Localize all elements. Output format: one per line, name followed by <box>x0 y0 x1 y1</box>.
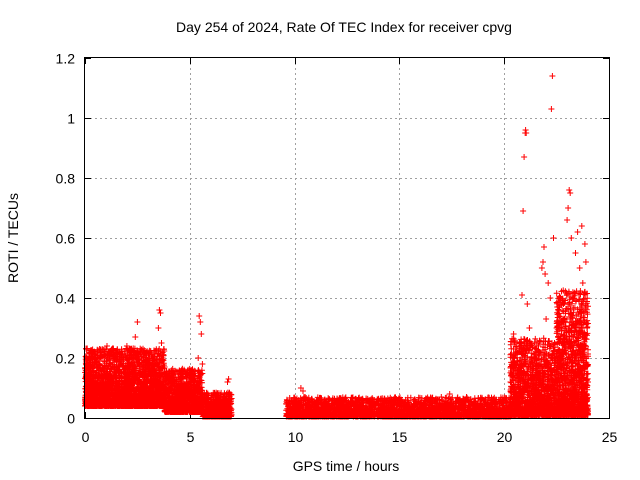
x-tick-label: 0 <box>82 429 90 445</box>
x-tick-label: 10 <box>288 429 304 445</box>
y-tick-label: 0.2 <box>56 351 76 367</box>
y-tick-label: 0.4 <box>56 291 76 307</box>
y-ticks: 0 0.2 0.4 0.6 0.8 1 1.2 <box>56 51 609 427</box>
y-tick-label: 1 <box>67 111 75 127</box>
x-tick-label: 15 <box>392 429 408 445</box>
x-tick-label: 25 <box>602 429 618 445</box>
x-tick-label: 5 <box>187 429 195 445</box>
y-tick-label: 0 <box>67 411 75 427</box>
y-tick-label: 0.6 <box>56 231 76 247</box>
x-tick-label: 20 <box>497 429 513 445</box>
chart-title: Day 254 of 2024, Rate Of TEC Index for r… <box>176 19 512 35</box>
grid <box>85 58 609 418</box>
y-tick-label: 0.8 <box>56 171 76 187</box>
y-tick-label: 1.2 <box>56 51 76 67</box>
data-points <box>82 73 591 420</box>
